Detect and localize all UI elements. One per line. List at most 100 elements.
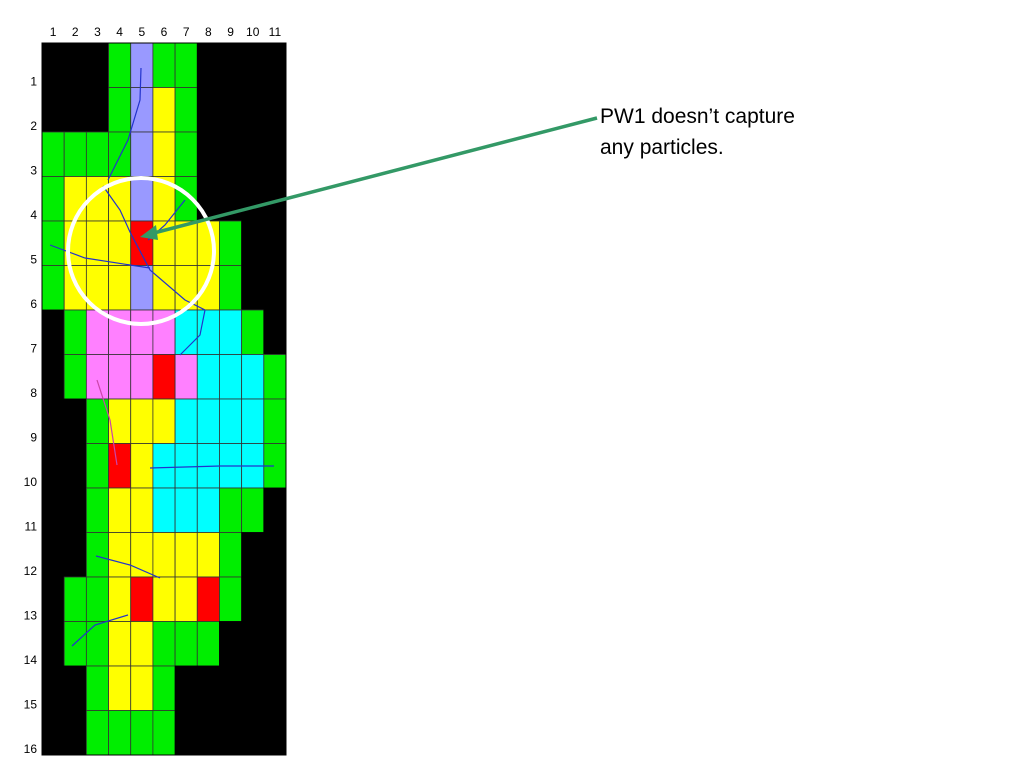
cell — [219, 220, 243, 266]
cell — [219, 131, 243, 177]
cell — [241, 309, 265, 355]
cell — [174, 665, 198, 711]
cell — [130, 710, 154, 756]
cell — [63, 532, 87, 578]
cell — [63, 398, 87, 444]
track — [96, 379, 118, 466]
row-label: 9 — [30, 431, 37, 445]
cell — [41, 576, 65, 622]
cell — [174, 131, 198, 177]
cell — [108, 710, 132, 756]
cell — [108, 443, 132, 489]
cell — [219, 710, 243, 756]
row-label: 10 — [24, 475, 38, 489]
cell — [263, 131, 287, 177]
cell — [152, 576, 176, 622]
cell — [152, 710, 176, 756]
column-label: 9 — [227, 25, 234, 39]
cell — [241, 532, 265, 578]
cell — [263, 398, 287, 444]
cell — [219, 42, 243, 88]
cell — [63, 576, 87, 622]
cell — [108, 665, 132, 711]
cell — [241, 87, 265, 133]
row-label: 1 — [30, 75, 37, 89]
cell — [263, 487, 287, 533]
cell — [263, 42, 287, 88]
column-label: 11 — [269, 25, 282, 39]
cell — [85, 532, 109, 578]
cell — [63, 176, 87, 222]
cell — [196, 87, 220, 133]
cell — [41, 710, 65, 756]
cell — [263, 621, 287, 667]
cell — [241, 220, 265, 266]
cell — [263, 220, 287, 266]
cell — [130, 131, 154, 177]
cell — [196, 131, 220, 177]
column-label: 3 — [94, 25, 101, 39]
cell — [241, 42, 265, 88]
cell — [219, 398, 243, 444]
cell — [152, 665, 176, 711]
row-label: 15 — [24, 698, 38, 712]
cell — [85, 42, 109, 88]
callout-arrowhead — [140, 225, 158, 240]
cell — [152, 532, 176, 578]
row-label: 11 — [25, 520, 38, 534]
cell — [152, 398, 176, 444]
cell — [196, 176, 220, 222]
cell — [63, 665, 87, 711]
column-label: 8 — [205, 25, 212, 39]
cell — [108, 487, 132, 533]
cell — [152, 487, 176, 533]
cell — [130, 576, 154, 622]
cell — [219, 665, 243, 711]
track — [95, 555, 161, 579]
cell — [108, 87, 132, 133]
cell — [174, 532, 198, 578]
cell — [85, 131, 109, 177]
cell — [130, 265, 154, 311]
cell — [174, 42, 198, 88]
cell — [85, 576, 109, 622]
cell — [174, 354, 198, 400]
row-label: 16 — [24, 742, 38, 756]
row-label: 5 — [30, 253, 37, 267]
cell — [196, 621, 220, 667]
cell — [241, 131, 265, 177]
cell — [241, 176, 265, 222]
callout-line — [149, 116, 598, 236]
row-label: 12 — [24, 564, 38, 578]
cell — [130, 354, 154, 400]
cell — [152, 131, 176, 177]
cell — [263, 532, 287, 578]
cell — [63, 265, 87, 311]
cell — [41, 665, 65, 711]
cell — [130, 87, 154, 133]
cell — [108, 354, 132, 400]
row-label: 2 — [30, 119, 37, 133]
column-label: 1 — [50, 25, 57, 39]
row-label: 13 — [24, 609, 38, 623]
cell — [130, 176, 154, 222]
cell — [63, 87, 87, 133]
cell — [63, 131, 87, 177]
cell — [196, 354, 220, 400]
cell — [219, 354, 243, 400]
cell — [63, 309, 87, 355]
cell — [219, 576, 243, 622]
cell — [219, 309, 243, 355]
cell — [41, 398, 65, 444]
cell — [41, 42, 65, 88]
cell — [174, 398, 198, 444]
row-label: 8 — [30, 386, 37, 400]
cell — [241, 576, 265, 622]
cell — [241, 621, 265, 667]
annotation-text: PW1 doesn’t capture — [600, 105, 795, 128]
cell — [41, 131, 65, 177]
cell — [41, 621, 65, 667]
cell — [130, 42, 154, 88]
cell — [174, 487, 198, 533]
